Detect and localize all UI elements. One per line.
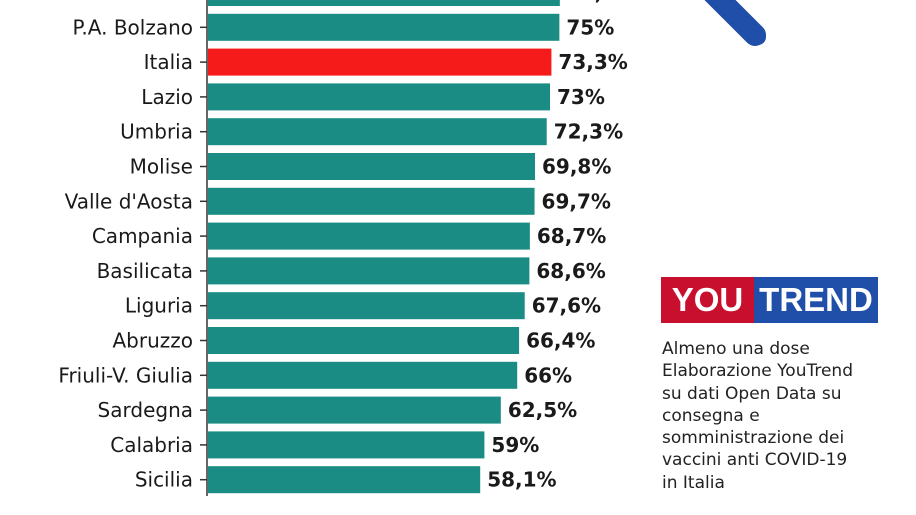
bar-p-a-bolzano [208,13,560,41]
category-label: Valle d'Aosta [65,189,193,213]
note-line: vaccini anti COVID-19 [662,450,848,471]
bar-friuli-v-giulia [208,361,518,389]
bar-valle-d-aosta [208,187,535,215]
category-label: Sardegna [98,398,193,422]
note-line: Almeno una dose [662,339,810,359]
value-label: 69,8% [542,155,611,179]
bar-piemonte [208,0,560,6]
youtrend-logo: YOU TREND [661,277,878,323]
category-label: Calabria [110,433,193,457]
value-label: 72,3% [554,120,623,144]
bar-liguria [208,292,525,320]
bar-italia [208,48,552,76]
bar-lazio [208,83,551,111]
value-label: 75,1% [567,0,636,5]
bar-campania [208,222,530,250]
category-label: Umbria [120,120,193,144]
category-label: Friuli-V. Giulia [58,363,193,387]
category-label: Abruzzo [112,329,193,353]
bar-sicilia [208,466,481,494]
category-label: Italia [144,50,193,74]
bar-sardegna [208,396,501,424]
logo-trend: TREND [754,277,878,323]
value-label: 69,7% [542,189,611,213]
value-label: 58,1% [487,468,556,492]
value-label: 62,5% [508,398,577,422]
category-label: Piemonte [99,0,193,5]
category-label: Liguria [125,294,193,318]
note-line: su dati Open Data su [662,383,842,404]
value-label: 59% [491,433,539,457]
value-label: 66% [524,363,572,387]
category-label: P.A. Bolzano [72,15,193,39]
bar-molise [208,153,536,180]
bar-calabria [208,431,485,459]
bar-abruzzo [208,327,520,354]
category-label: Sicilia [135,468,193,492]
category-label: Lazio [141,85,193,109]
source-note: Almeno una dose Elaborazione YouTrend su… [662,338,907,494]
value-label: 68,6% [536,259,605,283]
value-label: 73% [557,85,605,109]
value-label: 75% [566,15,614,39]
logo-you: YOU [661,277,754,323]
value-label: 66,4% [526,329,595,353]
note-line: in Italia [662,472,725,493]
category-label: Basilicata [97,259,193,283]
category-label: Molise [130,155,193,179]
note-line: somministrazione dei [662,428,845,449]
note-line: consegna e [662,405,760,426]
syringe-icon [704,0,766,46]
note-line: Elaborazione YouTrend [662,361,853,382]
bar-basilicata [208,257,530,285]
category-label: Campania [92,224,193,248]
value-label: 67,6% [532,294,601,318]
value-label: 68,7% [537,224,606,248]
value-label: 73,3% [558,50,627,74]
bar-umbria [208,118,547,146]
